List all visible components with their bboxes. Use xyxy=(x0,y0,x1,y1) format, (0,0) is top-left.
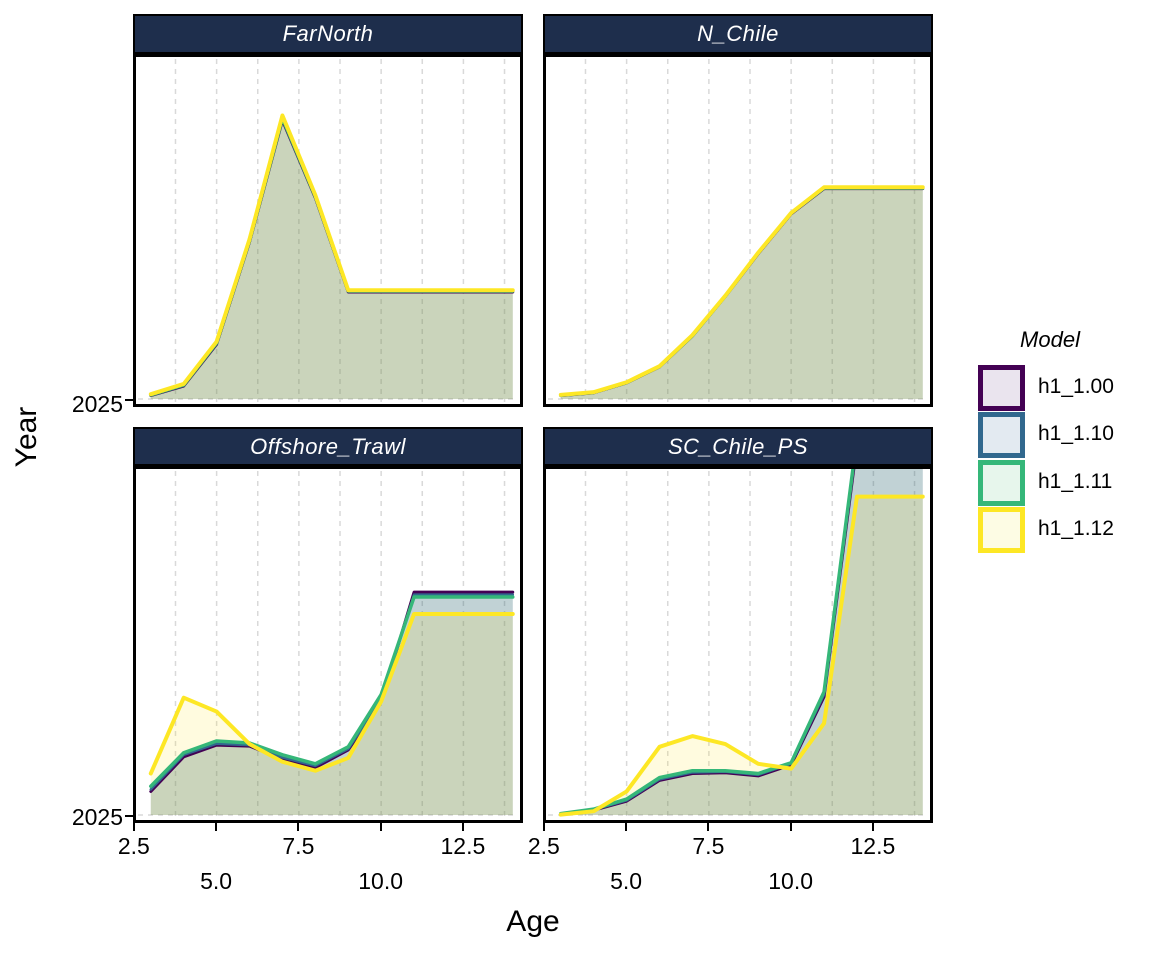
x-tick-mark xyxy=(132,823,135,831)
facet-title: Offshore_Trawl xyxy=(250,433,406,459)
legend-label: h1_1.10 xyxy=(1038,422,1114,446)
offshore-trawl-plot-area xyxy=(138,471,518,818)
facet-title: FarNorth xyxy=(282,21,374,46)
x-tick-mark xyxy=(542,823,545,831)
facet-panel-farnorth xyxy=(133,54,523,407)
x-tick-label: 2.5 xyxy=(527,833,560,859)
x-tick-mark xyxy=(871,823,874,831)
x-tick-label: 10.0 xyxy=(358,868,404,894)
nchile-plot-area xyxy=(548,59,928,402)
legend-key-h1_1.00 xyxy=(978,365,1025,411)
legend-key-h1_1.10 xyxy=(978,412,1025,459)
y-tick-mark xyxy=(125,399,133,401)
x-tick-mark xyxy=(625,823,628,831)
facet-title: N_Chile xyxy=(697,21,779,46)
x-tick-label: 12.5 xyxy=(850,833,896,859)
facet-panel-nchile xyxy=(543,54,933,407)
x-tick-mark xyxy=(297,823,300,831)
legend-key-h1_1.11 xyxy=(978,459,1025,506)
x-tick-mark xyxy=(215,823,218,831)
x-tick-mark xyxy=(707,823,710,831)
facet-strip-sc-chile-ps: SC_Chile_PS xyxy=(543,427,933,466)
x-tick-label: 5.0 xyxy=(610,868,643,894)
facet-panel-offshore-trawl xyxy=(133,466,523,823)
farnorth-plot-area xyxy=(138,59,518,402)
legend-title: Model xyxy=(1020,327,1080,352)
x-tick-label: 7.5 xyxy=(692,833,725,859)
y-tick-label-bottom: 2025 xyxy=(71,804,123,830)
x-tick-mark xyxy=(461,823,464,831)
x-tick-label: 12.5 xyxy=(440,833,486,859)
y-tick-label-top: 2025 xyxy=(71,391,123,417)
x-tick-label: 7.5 xyxy=(282,833,315,859)
legend-key-h1_1.12 xyxy=(978,506,1025,553)
y-axis-title: Year xyxy=(10,406,43,468)
x-tick-label: 5.0 xyxy=(200,868,233,894)
x-axis-title: Age xyxy=(506,905,560,938)
facet-panel-sc-chile-ps xyxy=(543,466,933,823)
x-tick-label: 2.5 xyxy=(117,833,150,859)
sc-chile-ps-plot-area xyxy=(548,469,928,818)
facet-strip-farnorth: FarNorth xyxy=(133,14,523,54)
facet-strip-nchile: N_Chile xyxy=(543,14,933,54)
legend-label: h1_1.00 xyxy=(1038,375,1114,398)
x-tick-mark xyxy=(379,823,382,831)
facet-title: SC_Chile_PS xyxy=(667,433,808,459)
y-tick-mark xyxy=(125,815,133,817)
x-tick-mark xyxy=(789,823,792,831)
legend-label: h1_1.12 xyxy=(1038,516,1114,540)
legend-label: h1_1.11 xyxy=(1038,469,1113,493)
x-tick-label: 10.0 xyxy=(768,868,814,894)
facet-strip-offshore-trawl: Offshore_Trawl xyxy=(133,427,523,466)
